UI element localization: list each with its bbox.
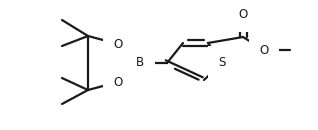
Text: S: S xyxy=(218,57,226,70)
Text: B: B xyxy=(136,57,144,70)
Text: O: O xyxy=(238,8,248,21)
Text: O: O xyxy=(259,44,269,57)
Text: O: O xyxy=(114,76,123,89)
Text: O: O xyxy=(114,37,123,50)
